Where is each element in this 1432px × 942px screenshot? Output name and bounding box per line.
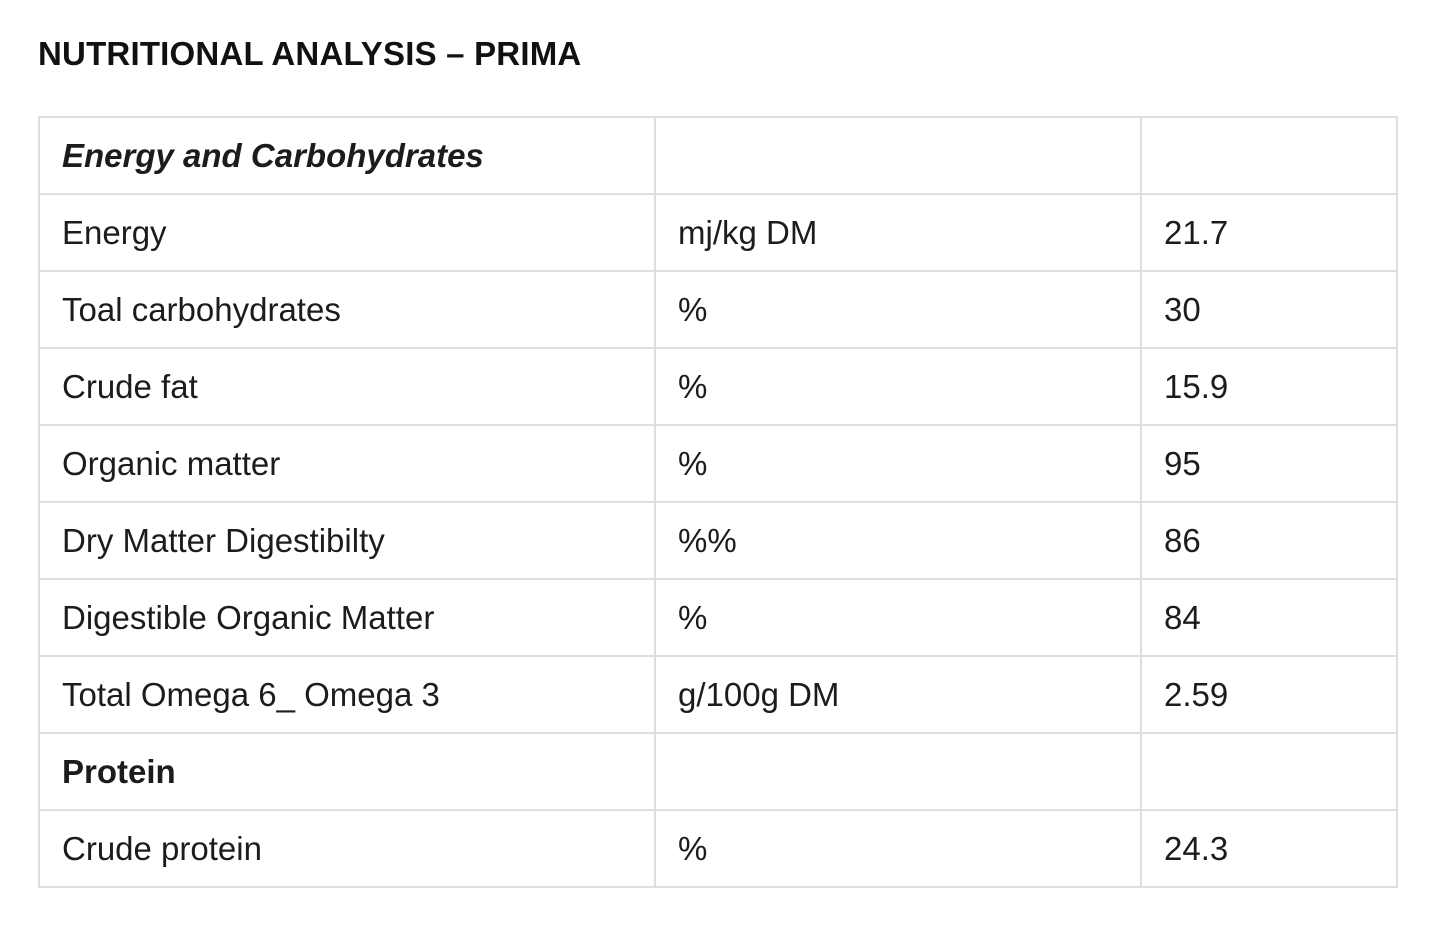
empty-cell bbox=[654, 116, 1142, 195]
nutrient-name: Organic matter bbox=[38, 424, 656, 503]
empty-cell bbox=[654, 732, 1142, 811]
nutrient-unit: g/100g DM bbox=[654, 655, 1142, 734]
table-row: Crude fat % 15.9 bbox=[38, 347, 1398, 426]
nutrient-unit: % bbox=[654, 424, 1142, 503]
table-row: Crude protein % 24.3 bbox=[38, 809, 1398, 888]
table-row: Energy mj/kg DM 21.7 bbox=[38, 193, 1398, 272]
nutrient-value: 21.7 bbox=[1140, 193, 1398, 272]
table-row: Total Omega 6_ Omega 3 g/100g DM 2.59 bbox=[38, 655, 1398, 734]
nutrient-name: Crude protein bbox=[38, 809, 656, 888]
nutrient-name: Digestible Organic Matter bbox=[38, 578, 656, 657]
nutrient-unit: % bbox=[654, 347, 1142, 426]
page-title: NUTRITIONAL ANALYSIS – PRIMA bbox=[38, 35, 582, 72]
nutrient-name: Total Omega 6_ Omega 3 bbox=[38, 655, 656, 734]
nutrient-name: Dry Matter Digestibilty bbox=[38, 501, 656, 580]
nutrient-value: 30 bbox=[1140, 270, 1398, 349]
section-header-row: Protein bbox=[38, 732, 1398, 811]
nutrient-unit: % bbox=[654, 809, 1142, 888]
section-heading: Energy and Carbohydrates bbox=[38, 116, 656, 195]
section-heading: Protein bbox=[38, 732, 656, 811]
section-header-row: Energy and Carbohydrates bbox=[38, 116, 1398, 195]
nutrient-unit: % bbox=[654, 270, 1142, 349]
nutrient-name: Crude fat bbox=[38, 347, 656, 426]
nutrient-unit: %% bbox=[654, 501, 1142, 580]
table-row: Toal carbohydrates % 30 bbox=[38, 270, 1398, 349]
nutrient-value: 24.3 bbox=[1140, 809, 1398, 888]
empty-cell bbox=[1140, 732, 1398, 811]
nutrient-name: Toal carbohydrates bbox=[38, 270, 656, 349]
nutrient-name: Energy bbox=[38, 193, 656, 272]
table-row: Digestible Organic Matter % 84 bbox=[38, 578, 1398, 657]
nutrient-value: 95 bbox=[1140, 424, 1398, 503]
nutrient-value: 15.9 bbox=[1140, 347, 1398, 426]
table-row: Organic matter % 95 bbox=[38, 424, 1398, 503]
nutrient-unit: mj/kg DM bbox=[654, 193, 1142, 272]
nutrient-value: 2.59 bbox=[1140, 655, 1398, 734]
nutrient-unit: % bbox=[654, 578, 1142, 657]
nutrition-table: Energy and Carbohydrates Energy mj/kg DM… bbox=[38, 116, 1398, 888]
table-row: Dry Matter Digestibilty %% 86 bbox=[38, 501, 1398, 580]
nutrient-value: 84 bbox=[1140, 578, 1398, 657]
empty-cell bbox=[1140, 116, 1398, 195]
nutrient-value: 86 bbox=[1140, 501, 1398, 580]
